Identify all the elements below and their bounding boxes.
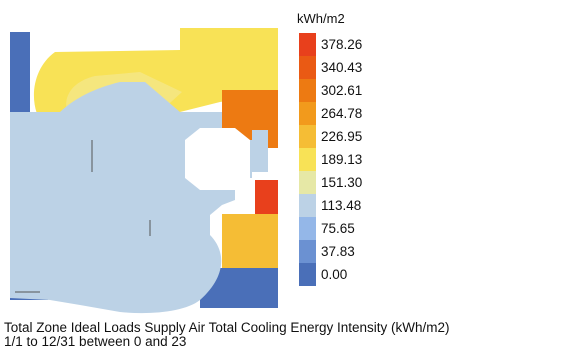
legend-swatch: [299, 79, 316, 102]
legend-swatch: [299, 56, 316, 79]
legend-value: 37.83: [321, 244, 355, 259]
legend-swatch: [299, 240, 316, 263]
legend-value: 302.61: [321, 83, 363, 98]
legend-value: 226.95: [321, 129, 363, 144]
courtyard-notch: [185, 128, 250, 190]
legend-swatch: [299, 194, 316, 217]
legend-value: 113.48: [321, 198, 362, 213]
legend-unit: kWh/m2: [297, 11, 345, 26]
legend-value: 340.43: [321, 60, 363, 75]
legend-value: 151.30: [321, 175, 363, 190]
legend-swatch: [299, 171, 316, 194]
caption-title: Total Zone Ideal Loads Supply Air Total …: [4, 320, 450, 335]
legend-value: 264.78: [321, 106, 363, 121]
caption-period: 1/1 to 12/31 between 0 and 23: [4, 334, 187, 349]
legend-swatch: [299, 33, 316, 56]
legend-swatch: [299, 125, 316, 148]
legend-value: 378.26: [321, 37, 363, 52]
legend-color-bar: [299, 33, 316, 286]
legend-swatch: [299, 148, 316, 171]
legend-swatch: [299, 102, 316, 125]
legend-swatch: [299, 263, 316, 286]
zone-east-orange-2: [255, 180, 278, 214]
legend-value: 189.13: [321, 152, 363, 167]
legend-swatch: [299, 217, 316, 240]
legend-value: 75.65: [321, 221, 355, 236]
zone-west-strip: [10, 32, 30, 124]
zone-southeast-yellow: [222, 214, 278, 268]
legend-value: 0.00: [321, 267, 348, 282]
